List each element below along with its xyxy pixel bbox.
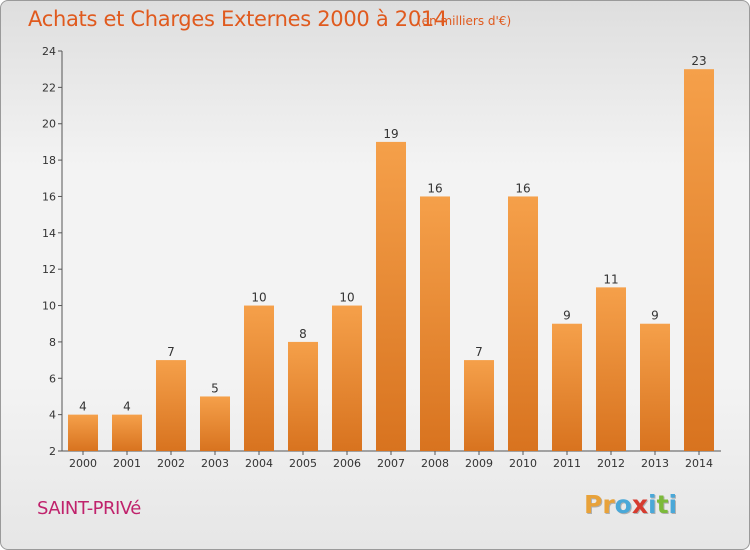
- y-tick-label: 20: [42, 118, 56, 131]
- value-label-2014: 23: [691, 54, 706, 68]
- x-ticks: 2000 2001 2002 2003 2004 2005 2006 2007 2008 2009…: [69, 451, 713, 470]
- value-label-2003: 5: [211, 381, 219, 395]
- bar-2010: [508, 196, 538, 451]
- logo-letter: r: [602, 490, 615, 519]
- x-tick-label-2008: 2008: [421, 457, 449, 470]
- value-label-2012: 11: [603, 272, 618, 286]
- y-tick-label: 4: [49, 409, 56, 422]
- x-tick-label-2013: 2013: [641, 457, 669, 470]
- value-label-2013: 9: [651, 309, 659, 323]
- y-tick-label: 22: [42, 81, 56, 94]
- bar-2008: [420, 196, 450, 451]
- logo-letter: t: [656, 490, 669, 519]
- x-tick-label-2014: 2014: [685, 457, 713, 470]
- x-tick-label-2002: 2002: [157, 457, 185, 470]
- bar-2012: [596, 287, 626, 451]
- value-label-2007: 19: [383, 127, 398, 141]
- x-tick-label-2011: 2011: [553, 457, 581, 470]
- bar-2003: [200, 396, 230, 451]
- unit-label: (en milliers d'€): [417, 14, 512, 28]
- bar-2014: [684, 69, 714, 451]
- x-tick-label-2012: 2012: [597, 457, 625, 470]
- value-label-2006: 10: [339, 291, 354, 305]
- bar-2013: [640, 323, 670, 451]
- value-label-2005: 8: [299, 327, 307, 341]
- bar-2007: [376, 141, 406, 451]
- commune-name: SAINT-PRIVé: [37, 498, 141, 519]
- logo-letter: i: [668, 490, 678, 519]
- y-tick-label: 10: [42, 300, 56, 313]
- x-tick-label-2007: 2007: [377, 457, 405, 470]
- x-tick-label-2010: 2010: [509, 457, 537, 470]
- value-label-2008: 16: [427, 181, 442, 195]
- value-label-2001: 4: [123, 400, 131, 414]
- x-tick-label-2001: 2001: [113, 457, 141, 470]
- value-label-2011: 9: [563, 309, 571, 323]
- logo-letter: x: [631, 490, 648, 519]
- value-label-2009: 7: [475, 345, 483, 359]
- bar-2006: [332, 305, 362, 451]
- logo-letter: i: [648, 490, 657, 519]
- x-tick-label-2006: 2006: [333, 457, 361, 470]
- value-label-2010: 16: [515, 181, 530, 195]
- x-tick-label-2009: 2009: [465, 457, 493, 470]
- chart-title: Achats et Charges Externes 2000 à 2014: [28, 7, 448, 31]
- logo-letter: P: [584, 490, 603, 519]
- x-tick-label-2004: 2004: [245, 457, 273, 470]
- logo-letter: o: [614, 490, 632, 519]
- y-tick-label: 8: [49, 336, 56, 349]
- bar-2004: [244, 305, 274, 451]
- y-tick-label: 6: [49, 372, 56, 385]
- value-label-2004: 10: [251, 291, 266, 305]
- proxiti-logo: Proxiti: [584, 490, 677, 519]
- y-tick-label: 2: [49, 445, 56, 458]
- x-tick-label-2005: 2005: [289, 457, 317, 470]
- y-tick-label: 16: [42, 190, 56, 203]
- bars: 4 4 7 5 10 8 10 19 16 7 16 9 11 9 23: [68, 54, 714, 451]
- bar-2002: [156, 360, 186, 451]
- bar-2011: [552, 323, 582, 451]
- y-tick-label: 14: [42, 227, 56, 240]
- x-tick-label-2000: 2000: [69, 457, 97, 470]
- y-tick-label: 12: [42, 263, 56, 276]
- y-tick-label: 18: [42, 154, 56, 167]
- bar-2009: [464, 360, 494, 451]
- bar-2005: [288, 341, 318, 451]
- value-label-2000: 4: [79, 400, 87, 414]
- y-tick-label: 24: [42, 45, 56, 58]
- bar-2000: [68, 414, 98, 451]
- value-label-2002: 7: [167, 345, 175, 359]
- x-tick-label-2003: 2003: [201, 457, 229, 470]
- bar-2001: [112, 414, 142, 451]
